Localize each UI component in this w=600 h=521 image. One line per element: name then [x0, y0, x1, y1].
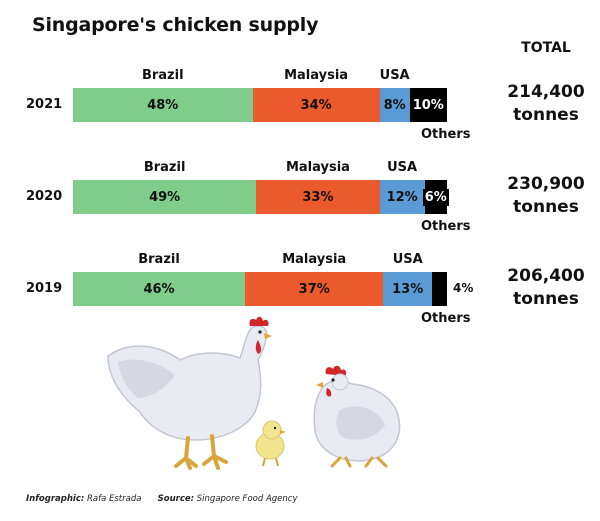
- segment-value-label: 12%: [386, 189, 418, 205]
- year-label: 2019: [26, 281, 63, 296]
- total-value: 206,400: [507, 266, 585, 286]
- segment-value-label: 34%: [300, 97, 332, 113]
- series-label-malaysia: Malaysia: [284, 68, 349, 83]
- series-label-others: Others: [421, 311, 471, 326]
- total-header: TOTAL: [521, 40, 571, 56]
- series-label-usa: USA: [392, 252, 423, 267]
- rooster-illustration: [107, 316, 272, 470]
- series-label-usa: USA: [379, 68, 410, 83]
- segment-value-label: 33%: [302, 189, 334, 205]
- others-value-label: 4%: [453, 281, 474, 295]
- bar-segment-brazil: 46%: [73, 272, 246, 306]
- bar-segment-brazil: 48%: [73, 88, 253, 122]
- hen-illustration: [313, 365, 401, 468]
- bar-segment-usa: 12%: [379, 180, 425, 214]
- segment-value-label: 6%: [422, 188, 449, 206]
- infographic-credit: Rafa Estrada: [86, 494, 142, 504]
- bar-row-2019: 2019 Brazil Malaysia USA 46% 37% 13% 4% Others 20…: [0, 252, 600, 344]
- bar-segment-usa: 13%: [383, 272, 433, 306]
- segment-value-label: 37%: [298, 281, 330, 297]
- series-label-brazil: Brazil: [138, 252, 180, 267]
- year-label: 2021: [26, 97, 63, 112]
- infographic-label: Infographic:: [26, 494, 85, 504]
- segment-value-label: 13%: [392, 281, 424, 297]
- bar-segment-malaysia: 37%: [245, 272, 384, 306]
- bar-segment-malaysia: 33%: [256, 180, 380, 214]
- bar-segment-brazil: 49%: [73, 180, 257, 214]
- bar-segment-malaysia: 34%: [252, 88, 380, 122]
- total-unit: tonnes: [513, 289, 579, 309]
- series-label-others: Others: [421, 219, 471, 234]
- bar-row-2021: 2021 Brazil Malaysia USA 48% 34% 8% 10% Others 21…: [0, 68, 600, 160]
- bar-segment-others: 10%: [409, 88, 447, 122]
- segment-value-label: 10%: [410, 96, 446, 114]
- series-label-brazil: Brazil: [143, 160, 186, 175]
- series-label-malaysia: Malaysia: [285, 160, 350, 175]
- chick-illustration: [255, 420, 286, 467]
- series-label-usa: USA: [387, 160, 418, 175]
- total-value: 214,400: [507, 82, 585, 102]
- year-label: 2020: [26, 189, 63, 204]
- bar-segment-others: 6%: [422, 180, 449, 214]
- series-label-others: Others: [421, 127, 471, 142]
- footer-credits: Infographic: Rafa Estrada Source: Singap…: [26, 494, 297, 504]
- segment-value-label: 49%: [149, 189, 181, 205]
- bar-segment-others: [432, 272, 447, 306]
- segment-value-label: 46%: [143, 281, 175, 297]
- source-credit: Singapore Food Agency: [196, 494, 298, 504]
- total-value: 230,900: [507, 174, 585, 194]
- total-unit: tonnes: [513, 197, 579, 217]
- series-label-malaysia: Malaysia: [282, 252, 347, 267]
- bar-row-2020: 2020 Brazil Malaysia USA 49% 33% 12% 6% Others 23…: [0, 160, 600, 252]
- segment-value-label: 48%: [147, 97, 179, 113]
- source-label: Source:: [157, 494, 195, 504]
- chart-title: Singapore's chicken supply: [32, 14, 319, 36]
- series-label-brazil: Brazil: [141, 68, 184, 83]
- total-unit: tonnes: [513, 105, 579, 125]
- segment-value-label: 8%: [383, 97, 406, 113]
- bar-segment-usa: 8%: [379, 88, 410, 122]
